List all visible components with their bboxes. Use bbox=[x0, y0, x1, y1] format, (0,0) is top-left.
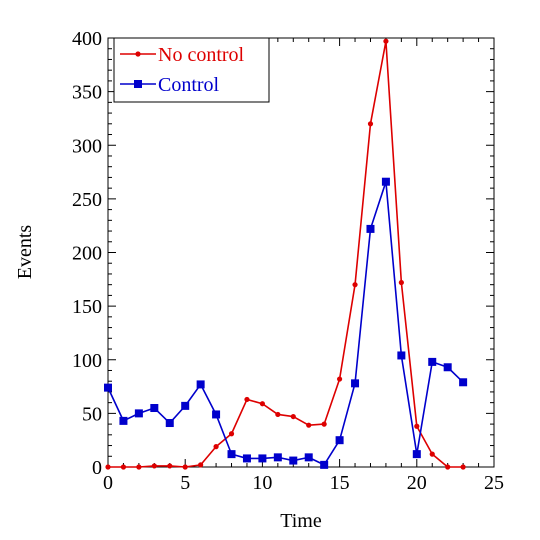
data-point bbox=[429, 451, 435, 457]
data-point bbox=[119, 416, 128, 425]
data-point bbox=[134, 409, 143, 418]
x-tick-label: 15 bbox=[330, 472, 350, 494]
x-tick-label: 0 bbox=[103, 472, 113, 494]
data-point bbox=[306, 422, 312, 428]
data-point bbox=[182, 464, 188, 470]
data-point bbox=[136, 464, 142, 470]
y-tick-label: 200 bbox=[72, 243, 102, 265]
data-point bbox=[198, 462, 204, 468]
data-point bbox=[196, 380, 205, 389]
data-point bbox=[414, 423, 420, 429]
x-tick-label: 10 bbox=[252, 472, 272, 494]
x-tick-labels: 0 5 10 15 20 25 bbox=[103, 472, 504, 494]
data-point bbox=[212, 410, 221, 419]
data-point bbox=[335, 436, 344, 445]
data-point bbox=[289, 456, 298, 465]
data-point bbox=[337, 376, 343, 382]
data-point bbox=[228, 431, 235, 437]
data-point bbox=[105, 464, 111, 470]
data-point bbox=[459, 378, 468, 387]
y-tick-label: 300 bbox=[72, 135, 102, 157]
y-tick-label: 0 bbox=[92, 457, 102, 479]
legend-box bbox=[113, 37, 270, 103]
series-0 bbox=[105, 38, 466, 470]
legend-marker bbox=[134, 80, 142, 88]
data-point bbox=[351, 379, 360, 388]
plot-area bbox=[107, 37, 495, 468]
data-point bbox=[398, 279, 404, 286]
data-point bbox=[259, 401, 265, 407]
data-point bbox=[367, 121, 374, 127]
data-point bbox=[321, 421, 327, 427]
data-point bbox=[381, 177, 390, 186]
data-point bbox=[151, 463, 157, 469]
x-tick-label: 20 bbox=[407, 472, 427, 494]
data-point bbox=[397, 351, 406, 360]
series-layer bbox=[104, 38, 468, 470]
data-point bbox=[244, 396, 250, 403]
data-point bbox=[104, 383, 112, 392]
data-point bbox=[181, 401, 190, 410]
y-tick-labels: 0 50 100 150 200 250 300 350 400 bbox=[72, 28, 102, 479]
data-point bbox=[120, 464, 127, 470]
x-axis-label: Time bbox=[280, 510, 322, 532]
legend: No control Control bbox=[113, 37, 270, 103]
y-tick-label: 400 bbox=[72, 28, 102, 50]
x-tick-label: 25 bbox=[484, 472, 504, 494]
y-tick-label: 150 bbox=[72, 296, 102, 318]
data-point bbox=[428, 357, 437, 366]
legend-label: Control bbox=[158, 74, 220, 96]
data-point bbox=[443, 363, 452, 372]
data-point bbox=[320, 460, 329, 469]
data-point bbox=[460, 464, 466, 470]
data-point bbox=[242, 454, 251, 463]
legend-label: No control bbox=[158, 44, 245, 66]
data-point bbox=[273, 453, 282, 462]
y-tick-label: 350 bbox=[72, 82, 102, 104]
x-tick-label: 5 bbox=[180, 472, 190, 494]
legend-marker bbox=[135, 51, 141, 57]
data-point bbox=[258, 454, 267, 463]
data-point bbox=[304, 453, 313, 462]
y-tick-label: 100 bbox=[72, 350, 102, 372]
data-point bbox=[412, 450, 421, 459]
data-point bbox=[383, 38, 389, 44]
y-tick-label: 50 bbox=[82, 403, 102, 425]
data-point bbox=[213, 444, 219, 450]
series-1 bbox=[104, 177, 468, 469]
y-axis-label: Events bbox=[14, 225, 36, 280]
data-point bbox=[227, 450, 236, 459]
data-point bbox=[290, 413, 296, 420]
data-point bbox=[165, 419, 174, 428]
data-point bbox=[275, 411, 281, 418]
data-point bbox=[445, 464, 451, 470]
data-point bbox=[366, 224, 375, 233]
data-point bbox=[167, 463, 173, 469]
y-tick-label: 250 bbox=[72, 189, 102, 211]
data-point bbox=[352, 282, 358, 288]
data-point bbox=[150, 404, 159, 413]
